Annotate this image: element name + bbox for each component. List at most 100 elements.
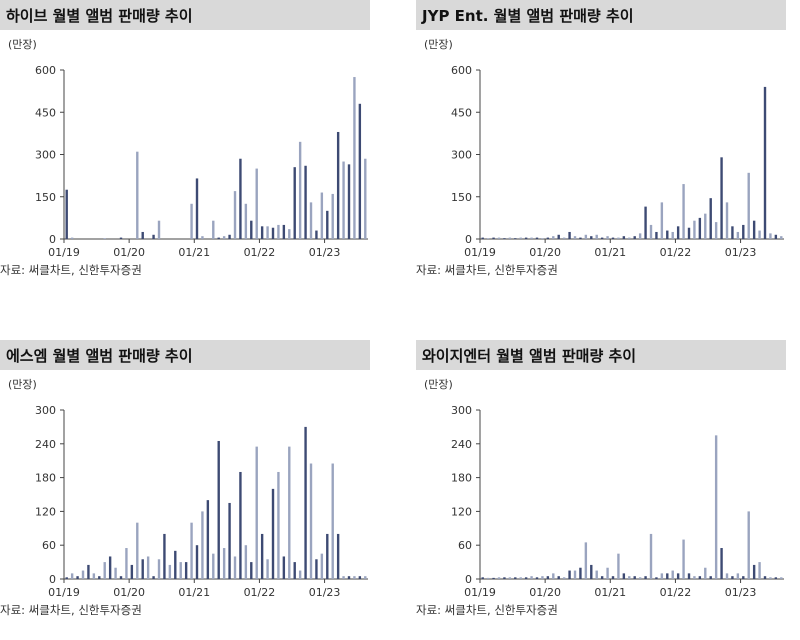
bar <box>720 548 723 579</box>
bar <box>298 141 302 239</box>
bar <box>119 576 123 579</box>
bar <box>736 573 740 579</box>
bar <box>250 562 253 579</box>
bar <box>530 237 533 239</box>
y-tick-label: 300 <box>35 404 56 417</box>
bar <box>633 236 636 239</box>
bar <box>503 577 506 579</box>
bar <box>709 576 712 579</box>
bar <box>747 511 750 579</box>
bar <box>709 198 712 239</box>
unit-label: (만장) <box>8 38 37 51</box>
bar <box>704 567 707 579</box>
bar <box>676 573 680 579</box>
bar <box>266 226 269 239</box>
unit-label: (만장) <box>424 38 453 51</box>
x-tick-label: 01/20 <box>529 586 561 599</box>
bar <box>364 576 367 579</box>
bar <box>119 237 123 239</box>
bar <box>546 576 550 579</box>
bar <box>320 192 324 239</box>
bar <box>655 577 658 579</box>
bar <box>649 224 653 239</box>
bar <box>682 184 685 239</box>
bar <box>157 220 161 239</box>
bar <box>584 542 588 579</box>
x-tick-label: 01/22 <box>244 586 276 599</box>
bar <box>508 577 512 579</box>
bar <box>758 562 761 579</box>
bar <box>573 570 577 579</box>
bar <box>622 573 626 579</box>
bar <box>671 231 674 239</box>
bar <box>649 533 653 579</box>
bar <box>693 220 696 239</box>
bar <box>190 203 193 239</box>
bar <box>336 131 340 239</box>
x-tick-label: 01/19 <box>464 586 496 599</box>
bar <box>720 157 723 239</box>
bar <box>579 237 582 239</box>
bar <box>714 435 718 579</box>
panel-title-bar: 에스엠 월별 앨범 판매량 추이 <box>0 340 370 370</box>
bar <box>628 237 631 239</box>
bar <box>595 570 598 579</box>
bar <box>255 446 258 579</box>
x-tick-label: 01/19 <box>48 586 80 599</box>
bar <box>315 559 318 579</box>
bar <box>557 576 560 579</box>
bar <box>682 539 685 579</box>
bar <box>125 548 128 579</box>
bar <box>514 238 517 239</box>
bar <box>136 522 139 579</box>
x-tick-label: 01/22 <box>660 246 692 259</box>
bar <box>742 576 745 579</box>
bar <box>486 577 490 579</box>
x-tick-label: 01/19 <box>48 246 80 259</box>
bar <box>633 576 636 579</box>
source-note: 자료: 써클차트, 신한투자증권 <box>416 263 558 277</box>
bar <box>239 471 242 579</box>
bar <box>87 564 90 579</box>
bar <box>763 576 767 579</box>
bar <box>698 576 702 579</box>
bar <box>725 573 729 579</box>
bar <box>239 158 242 239</box>
bar <box>293 167 296 239</box>
bar <box>541 238 544 239</box>
bar <box>628 576 631 579</box>
bar <box>644 206 647 239</box>
y-tick-label: 60 <box>458 539 472 552</box>
bar <box>304 165 307 239</box>
bar <box>519 577 522 579</box>
bar <box>606 236 609 239</box>
bar <box>552 573 555 579</box>
bar <box>309 202 313 239</box>
x-tick-label: 01/21 <box>178 246 210 259</box>
bar <box>568 570 571 579</box>
bar <box>731 226 734 239</box>
bar <box>336 533 340 579</box>
bar <box>562 237 566 239</box>
bar <box>136 151 139 239</box>
bar <box>304 426 307 579</box>
bar <box>184 562 188 579</box>
bar <box>687 573 691 579</box>
bar <box>698 217 702 240</box>
y-tick-label: 0 <box>49 233 56 246</box>
bar <box>103 238 106 239</box>
bar <box>70 573 74 579</box>
bar <box>752 220 756 239</box>
bar <box>481 237 484 239</box>
bar <box>541 576 544 579</box>
bar <box>758 230 761 239</box>
y-tick-label: 300 <box>35 149 56 162</box>
bar <box>780 577 783 579</box>
bar <box>660 573 664 579</box>
bar <box>92 573 96 579</box>
y-tick-label: 180 <box>451 472 472 485</box>
bar <box>353 576 356 579</box>
bar <box>638 577 642 579</box>
y-tick-label: 240 <box>451 438 472 451</box>
bar <box>638 233 642 239</box>
